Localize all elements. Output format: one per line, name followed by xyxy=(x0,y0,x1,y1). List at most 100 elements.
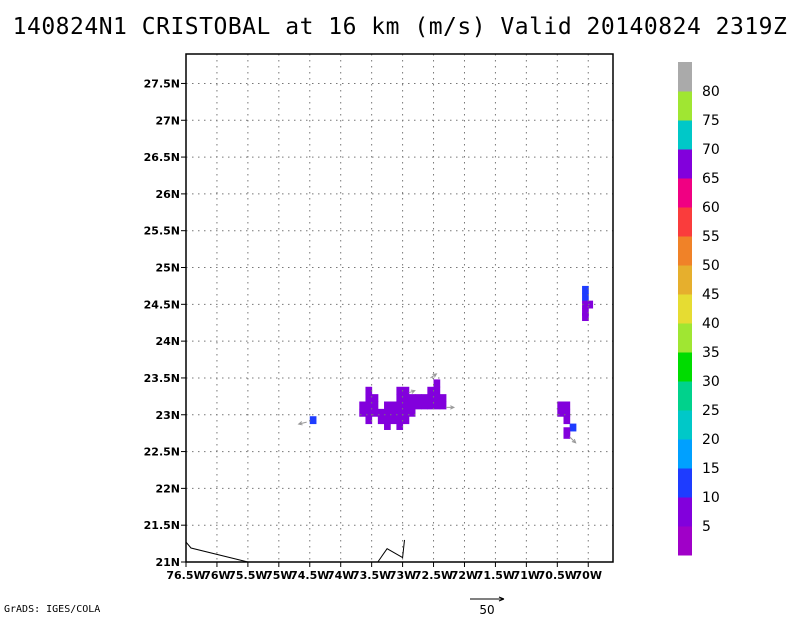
wind-cells xyxy=(309,285,594,439)
x-tick-label: 73.5W xyxy=(352,569,391,582)
colorbar-label: 50 xyxy=(702,258,720,274)
wind-cell xyxy=(365,386,373,395)
wind-cell xyxy=(359,401,366,410)
colorbar-label: 60 xyxy=(702,200,720,216)
x-tick-label: 71.5W xyxy=(476,569,515,582)
y-axis: 21N 21.5N 22N 22.5N 23N 23.5N 24N 24.5N 25N 25.5N… xyxy=(144,77,186,569)
colorbar-label: 70 xyxy=(702,142,720,158)
wind-cell xyxy=(377,416,385,425)
wind-cell xyxy=(421,401,428,410)
wind-cell xyxy=(390,416,397,425)
colorbar-swatch xyxy=(678,497,692,527)
x-tick-label: 70W xyxy=(575,569,602,582)
wind-cell xyxy=(309,416,317,425)
wind-cell xyxy=(569,423,577,432)
colorbar-label: 20 xyxy=(702,432,720,448)
y-tick-label: 25.5N xyxy=(144,225,180,238)
wind-cell xyxy=(371,401,379,410)
wind-cell xyxy=(421,394,428,403)
colorbar-swatch xyxy=(678,381,692,411)
colorbar-swatch xyxy=(678,468,692,498)
map-title: 140824N1 CRISTOBAL at 16 km (m/s) Valid … xyxy=(12,14,788,40)
wind-cell xyxy=(439,401,447,410)
wind-vectors xyxy=(297,373,577,444)
wind-cell xyxy=(427,401,435,410)
y-tick-label: 22N xyxy=(155,482,180,495)
colorbar-swatch xyxy=(678,207,692,237)
x-tick-label: 76.5W xyxy=(166,569,205,582)
wind-cell xyxy=(427,394,435,403)
wind-cell xyxy=(365,408,373,417)
wind-cell xyxy=(433,394,441,403)
wind-cell xyxy=(402,386,410,395)
colorbar-label: 15 xyxy=(702,461,720,477)
colorbar-swatch xyxy=(678,62,692,92)
y-tick-label: 24.5N xyxy=(144,298,180,311)
x-tick-label: 70.5W xyxy=(538,569,577,582)
y-tick-label: 25N xyxy=(155,262,180,275)
wind-cell xyxy=(384,401,391,410)
x-tick-label: 75W xyxy=(265,569,292,582)
y-tick-label: 26.5N xyxy=(144,151,180,164)
wind-cell xyxy=(402,408,410,417)
lat-lon-grid xyxy=(186,54,613,562)
colorbar-swatch xyxy=(678,265,692,295)
y-tick-label: 21.5N xyxy=(144,519,180,532)
wind-cell xyxy=(396,408,404,417)
wind-vector xyxy=(445,405,456,410)
wind-cell xyxy=(365,394,373,403)
y-tick-label: 23.5N xyxy=(144,372,180,385)
wind-cell xyxy=(433,401,441,410)
x-tick-label: 73W xyxy=(389,569,416,582)
wind-cell xyxy=(408,394,416,403)
colorbar-label: 40 xyxy=(702,316,720,332)
colorbar-swatch xyxy=(678,120,692,150)
x-tick-label: 71W xyxy=(513,569,540,582)
y-tick-label: 23N xyxy=(155,409,180,422)
coastline-segment xyxy=(185,541,249,563)
wind-cell xyxy=(396,394,404,403)
wind-cell xyxy=(582,285,589,294)
colorbar-label: 25 xyxy=(702,403,720,419)
y-tick-label: 27N xyxy=(155,114,180,127)
wind-cell xyxy=(396,401,404,410)
map-frame xyxy=(185,53,614,563)
wind-cell xyxy=(365,401,373,410)
colorbar-swatch xyxy=(678,439,692,469)
x-tick-label: 72.5W xyxy=(414,569,453,582)
wind-cell xyxy=(371,394,379,403)
wind-cell xyxy=(384,408,391,417)
colorbar-swatch xyxy=(678,178,692,208)
wind-cell xyxy=(582,293,589,302)
colorbar-label: 35 xyxy=(702,345,720,361)
wind-cell xyxy=(582,300,589,309)
wind-cell xyxy=(396,422,404,430)
wind-cell xyxy=(433,386,441,395)
wind-cell xyxy=(557,401,564,410)
y-tick-label: 27.5N xyxy=(144,77,180,90)
x-tick-label: 74.5W xyxy=(290,569,329,582)
colorbar-label: 75 xyxy=(702,113,720,129)
colorbar-swatch xyxy=(678,149,692,179)
colorbar-label: 5 xyxy=(702,519,711,535)
colorbar-swatch xyxy=(678,91,692,121)
wind-cell xyxy=(396,416,404,425)
wind-cell xyxy=(402,401,410,410)
wind-cell xyxy=(408,408,416,417)
wind-cell xyxy=(557,408,564,417)
colorbar-label: 10 xyxy=(702,490,720,506)
wind-cell xyxy=(408,401,416,410)
colorbar: 5 10 15 20 25 30 35 40 45 50 55 60 65 70 75 80 xyxy=(678,62,720,556)
wind-cell xyxy=(390,401,397,410)
colorbar-swatch xyxy=(678,352,692,382)
wind-cell xyxy=(384,416,391,425)
y-tick-label: 21N xyxy=(155,556,180,569)
wind-vector xyxy=(297,421,307,426)
wind-cell xyxy=(414,394,422,403)
wind-cell xyxy=(414,401,422,410)
colorbar-swatch xyxy=(678,323,692,353)
wind-cell xyxy=(384,422,391,430)
wind-cell xyxy=(402,416,410,425)
wind-cell xyxy=(402,394,410,403)
